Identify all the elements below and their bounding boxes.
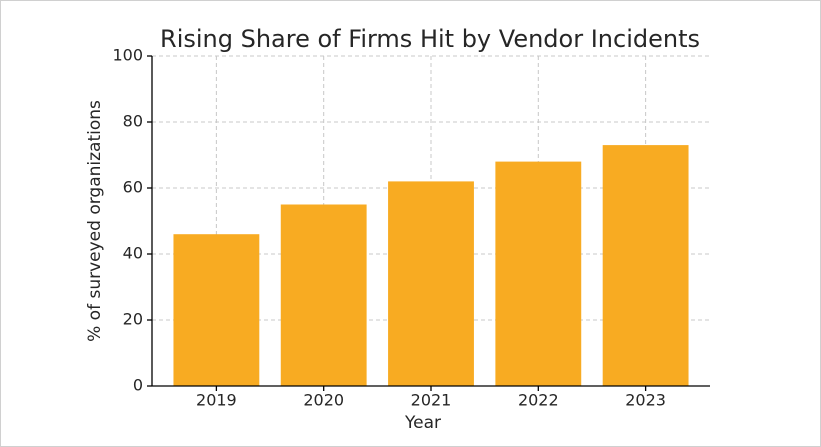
bar [495,161,582,386]
y-axis-label: % of surveyed organizations [85,100,105,342]
bar [388,181,474,386]
y-tick-label: 20 [123,310,143,329]
y-tick-label: 100 [112,46,143,65]
y-tick-label: 80 [123,112,143,131]
x-tick-label: 2020 [303,391,344,410]
x-tick-label: 2021 [411,391,452,410]
x-tick-label: 2023 [625,391,666,410]
y-tick-label: 60 [123,178,143,197]
chart-title: Rising Share of Firms Hit by Vendor Inci… [160,25,700,53]
x-tick-label: 2019 [196,391,237,410]
y-tick-label: 0 [133,376,143,395]
bar [602,145,689,386]
y-tick-label: 40 [123,244,143,263]
x-axis-label: Year [404,413,441,433]
bar [173,234,260,386]
x-tick-label: 2022 [518,391,559,410]
bar [280,204,367,386]
